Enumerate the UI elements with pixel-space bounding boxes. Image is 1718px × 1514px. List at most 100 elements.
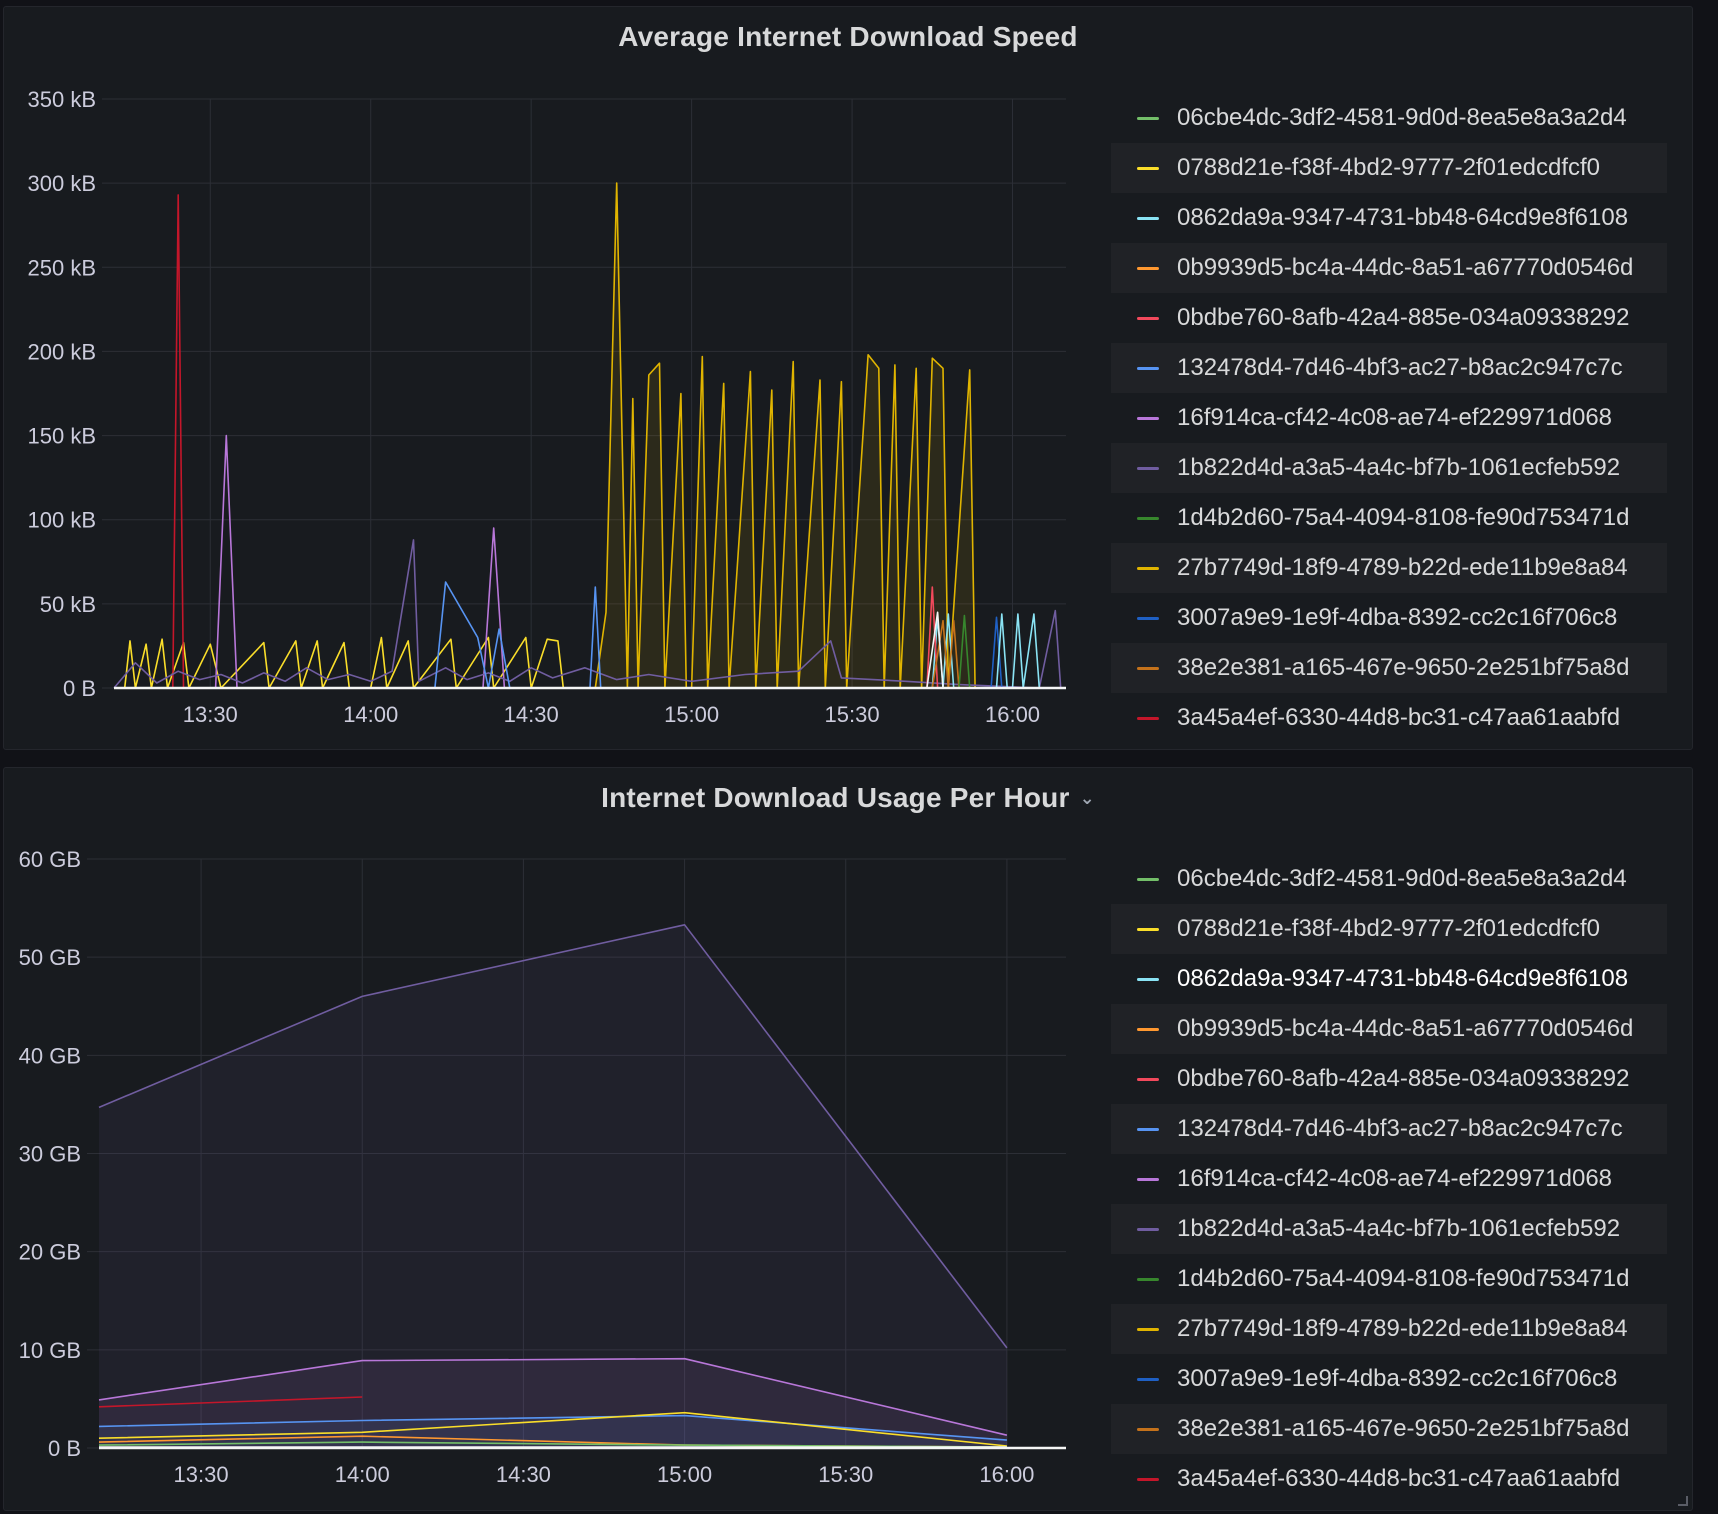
legend-item[interactable]: 27b7749d-18f9-4789-b22d-ede11b9e8a84 xyxy=(1111,543,1667,593)
legend-swatch xyxy=(1137,1277,1159,1281)
x-tick-label: 14:30 xyxy=(496,1462,551,1487)
series-line-1b822d4d[interactable] xyxy=(113,539,1062,689)
series-line-1d4b2d60[interactable] xyxy=(958,614,971,689)
series-line-06cbe4dc[interactable] xyxy=(98,1441,1007,1448)
legend-label: 132478d4-7d46-4bf3-ac27-b8ac2c947c7c xyxy=(1177,354,1623,381)
legend-item[interactable]: 27b7749d-18f9-4789-b22d-ede11b9e8a84 xyxy=(1111,1304,1667,1354)
legend-swatch xyxy=(1137,1427,1159,1431)
series-line-0788d21e[interactable] xyxy=(123,636,565,689)
legend-item[interactable]: 0862da9a-9347-4731-bb48-64cd9e8f6108 xyxy=(1111,954,1667,1004)
speed-chart[interactable]: 0 B 50 kB 100 kB 150 kB 200 kB 250 kB 300 kB 35… xyxy=(4,7,1104,751)
legend-item[interactable]: 0bdbe760-8afb-42a4-885e-034a09338292 xyxy=(1111,1054,1667,1104)
speed-panel: Average Internet Download Speed 0 B 50 kB… xyxy=(3,6,1693,750)
legend-item[interactable]: 0b9939d5-bc4a-44dc-8a51-a67770d0546d xyxy=(1111,1004,1667,1054)
usage-chart[interactable]: 0 B 10 GB 20 GB 30 GB 40 GB 50 GB 60 GB 13:30 14… xyxy=(4,768,1104,1512)
legend-item[interactable]: 3007a9e9-1e9f-4dba-8392-cc2c16f706c8 xyxy=(1111,1354,1667,1404)
y-tick-label: 10 GB xyxy=(19,1338,81,1363)
legend-label: 3007a9e9-1e9f-4dba-8392-cc2c16f706c8 xyxy=(1177,604,1618,631)
x-tick-label: 14:00 xyxy=(335,1462,390,1487)
x-tick-label: 13:30 xyxy=(183,702,238,727)
legend-label: 1b822d4d-a3a5-4a4c-bf7b-1061ecfeb592 xyxy=(1177,454,1621,481)
legend-item[interactable]: 3a45a4ef-6330-44d8-bc31-c47aa61aabfd xyxy=(1111,693,1667,743)
y-tick-label: 100 kB xyxy=(28,508,97,533)
series-line-27b7749d[interactable] xyxy=(594,182,976,689)
x-tick-label: 15:30 xyxy=(818,1462,873,1487)
y-tick-label: 50 kB xyxy=(40,592,96,617)
y-tick-label: 150 kB xyxy=(28,424,97,449)
series-line-0788d21e[interactable] xyxy=(98,1411,1007,1447)
legend-label: 0862da9a-9347-4731-bb48-64cd9e8f6108 xyxy=(1177,204,1629,231)
series-line-16f914ca[interactable] xyxy=(214,434,506,689)
legend-label: 132478d4-7d46-4bf3-ac27-b8ac2c947c7c xyxy=(1177,1115,1623,1142)
y-tick-label: 60 GB xyxy=(19,847,81,872)
series-line-132478d4[interactable] xyxy=(98,1414,1007,1441)
legend-swatch xyxy=(1137,1227,1159,1231)
legend-swatch xyxy=(1137,1077,1159,1081)
legend: 06cbe4dc-3df2-4581-9d0d-8ea5e8a3a2d4 0788… xyxy=(1111,93,1667,743)
legend-label: 27b7749d-18f9-4789-b22d-ede11b9e8a84 xyxy=(1177,554,1628,581)
legend-swatch xyxy=(1137,716,1159,720)
legend-item[interactable]: 06cbe4dc-3df2-4581-9d0d-8ea5e8a3a2d4 xyxy=(1111,93,1667,143)
y-tick-label: 300 kB xyxy=(28,171,97,196)
y-tick-label: 40 GB xyxy=(19,1043,81,1068)
y-tick-label: 30 GB xyxy=(19,1142,81,1167)
legend-item[interactable]: 132478d4-7d46-4bf3-ac27-b8ac2c947c7c xyxy=(1111,1104,1667,1154)
legend-swatch xyxy=(1137,1377,1159,1381)
legend-item[interactable]: 0788d21e-f38f-4bd2-9777-2f01edcdfcf0 xyxy=(1111,143,1667,193)
legend-item[interactable]: 3a45a4ef-6330-44d8-bc31-c47aa61aabfd xyxy=(1111,1454,1667,1504)
legend-swatch xyxy=(1137,566,1159,570)
legend-label: 1d4b2d60-75a4-4094-8108-fe90d753471d xyxy=(1177,504,1630,531)
legend-label: 0862da9a-9347-4731-bb48-64cd9e8f6108 xyxy=(1177,965,1629,992)
series-line-16f914ca[interactable] xyxy=(98,1357,1008,1436)
legend-item[interactable]: 06cbe4dc-3df2-4581-9d0d-8ea5e8a3a2d4 xyxy=(1111,854,1667,904)
legend-item[interactable]: 3007a9e9-1e9f-4dba-8392-cc2c16f706c8 xyxy=(1111,593,1667,643)
legend-item[interactable]: 132478d4-7d46-4bf3-ac27-b8ac2c947c7c xyxy=(1111,343,1667,393)
series-line-1b822d4d[interactable] xyxy=(98,924,1008,1349)
legend-item[interactable]: 1b822d4d-a3a5-4a4c-bf7b-1061ecfeb592 xyxy=(1111,1204,1667,1254)
legend-item[interactable]: 0788d21e-f38f-4bd2-9777-2f01edcdfcf0 xyxy=(1111,904,1667,954)
series-line-3a45a4ef[interactable] xyxy=(98,1396,363,1408)
legend-item[interactable]: 16f914ca-cf42-4c08-ae74-ef229971d068 xyxy=(1111,393,1667,443)
series-line-0bdbe760[interactable] xyxy=(926,586,939,689)
y-tick-label: 350 kB xyxy=(28,87,97,112)
legend-swatch xyxy=(1137,666,1159,670)
legend-item[interactable]: 0b9939d5-bc4a-44dc-8a51-a67770d0546d xyxy=(1111,243,1667,293)
legend-item[interactable]: 0862da9a-9347-4731-bb48-64cd9e8f6108 xyxy=(1111,193,1667,243)
legend-swatch xyxy=(1137,927,1159,931)
y-tick-label: 250 kB xyxy=(28,255,97,280)
legend-item[interactable]: 1d4b2d60-75a4-4094-8108-fe90d753471d xyxy=(1111,493,1667,543)
legend-item[interactable]: 1b822d4d-a3a5-4a4c-bf7b-1061ecfeb592 xyxy=(1111,443,1667,493)
legend-label: 0b9939d5-bc4a-44dc-8a51-a67770d0546d xyxy=(1177,1015,1634,1042)
legend-swatch xyxy=(1137,877,1159,881)
legend-label: 1d4b2d60-75a4-4094-8108-fe90d753471d xyxy=(1177,1265,1630,1292)
legend-label: 0b9939d5-bc4a-44dc-8a51-a67770d0546d xyxy=(1177,254,1634,281)
x-tick-label: 14:30 xyxy=(504,702,559,727)
y-tick-label: 20 GB xyxy=(19,1240,81,1265)
series-line-3007a9e9[interactable] xyxy=(990,616,1003,689)
y-tick-label: 50 GB xyxy=(19,945,81,970)
x-tick-label: 13:30 xyxy=(174,1462,229,1487)
series-line-132478d4[interactable] xyxy=(434,581,602,689)
legend-item[interactable]: 16f914ca-cf42-4c08-ae74-ef229971d068 xyxy=(1111,1154,1667,1204)
legend-item[interactable]: 38e2e381-a165-467e-9650-2e251bf75a8d xyxy=(1111,1404,1667,1454)
legend-swatch xyxy=(1137,316,1159,320)
y-tick-label: 0 B xyxy=(63,676,96,701)
panel-title[interactable]: Internet Download Usage Per Hour ⌄ xyxy=(601,782,1095,813)
legend-label: 3007a9e9-1e9f-4dba-8392-cc2c16f706c8 xyxy=(1177,1365,1618,1392)
legend-label: 3a45a4ef-6330-44d8-bc31-c47aa61aabfd xyxy=(1177,704,1621,731)
y-tick-label: 200 kB xyxy=(28,339,97,364)
legend-label: 0bdbe760-8afb-42a4-885e-034a09338292 xyxy=(1177,1065,1630,1092)
legend-swatch xyxy=(1137,977,1159,981)
series-line-3a45a4ef[interactable] xyxy=(172,194,189,689)
legend-label: 0bdbe760-8afb-42a4-885e-034a09338292 xyxy=(1177,304,1630,331)
legend-item[interactable]: 38e2e381-a165-467e-9650-2e251bf75a8d xyxy=(1111,643,1667,693)
legend-swatch xyxy=(1137,416,1159,420)
legend-swatch xyxy=(1137,116,1159,120)
resize-handle[interactable] xyxy=(1678,1496,1688,1506)
panel-title[interactable]: Average Internet Download Speed xyxy=(618,21,1078,52)
legend-item[interactable]: 1d4b2d60-75a4-4094-8108-fe90d753471d xyxy=(1111,1254,1667,1304)
chevron-down-icon[interactable]: ⌄ xyxy=(1079,788,1095,808)
legend-swatch xyxy=(1137,1477,1159,1481)
legend-item[interactable]: 0bdbe760-8afb-42a4-885e-034a09338292 xyxy=(1111,293,1667,343)
legend-label: 06cbe4dc-3df2-4581-9d0d-8ea5e8a3a2d4 xyxy=(1177,865,1627,892)
